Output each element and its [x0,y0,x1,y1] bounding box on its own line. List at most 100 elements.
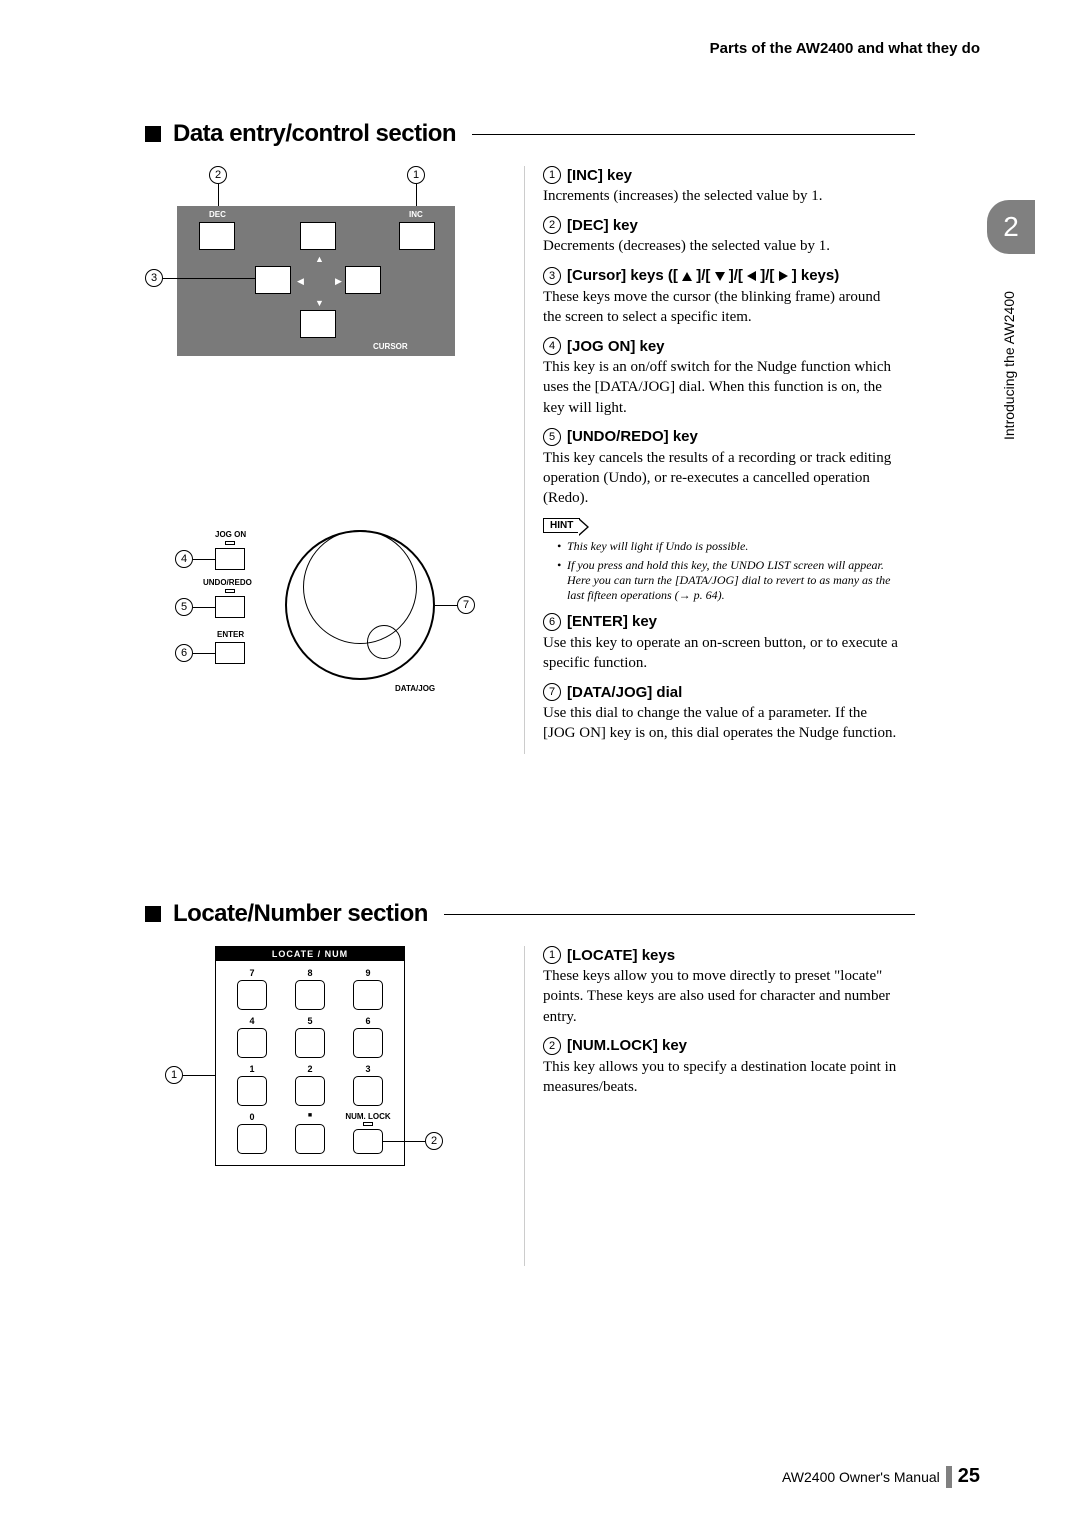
numpad-header: LOCATE / NUM [216,947,404,961]
hint-tag: HINT [543,518,580,533]
numpad-diagram: LOCATE / NUM 7 8 9 4 5 6 1 [215,946,455,1171]
num-1: 1 [543,166,561,184]
key-label-7: 7 [237,968,267,978]
num-5: 5 [543,428,561,446]
key-dot [295,1124,325,1154]
key-5 [295,1028,325,1058]
title-cursor: [Cursor] keys ([ ]/[ ]/[ ]/[ ] keys) [567,267,839,284]
key-label-3: 3 [353,1064,383,1074]
footer-bar-icon [946,1466,952,1488]
callout-1: 1 [407,166,425,184]
body-cursor: These keys move the cursor (the blinking… [543,287,899,328]
page: Parts of the AW2400 and what they do 2 I… [0,0,1080,1528]
cursor-up-key [300,222,336,250]
cursor-left-key [255,266,291,294]
key-label-1: 1 [237,1064,267,1074]
callout-2: 2 [209,166,227,184]
num-4: 4 [543,337,561,355]
title-undo: [UNDO/REDO] key [567,428,698,445]
diagram-column-2: LOCATE / NUM 7 8 9 4 5 6 1 [145,946,500,1266]
key-2 [295,1076,325,1106]
key-label-6: 6 [353,1016,383,1026]
num-2: 2 [543,216,561,234]
numlock-led [363,1122,373,1126]
title-dec: [DEC] key [567,217,638,234]
enter-label: ENTER [217,630,244,639]
title-numlock: [NUM.LOCK] key [567,1037,687,1054]
body-enter: Use this key to operate an on-screen but… [543,633,899,674]
key-label-5: 5 [295,1016,325,1026]
section-locate: Locate/Number section LOCATE / NUM 7 8 9… [145,900,915,1266]
item-numlock: 2[NUM.LOCK] key This key allows you to s… [543,1037,899,1098]
square-bullet-icon [145,906,161,922]
key-0 [237,1124,267,1154]
body-dec: Decrements (decreases) the selected valu… [543,236,899,256]
title-jogon: [JOG ON] key [567,338,665,355]
cursor-right-icon: ▶ [335,276,342,287]
callout-5: 5 [175,598,193,616]
key-label-numlock: NUM. LOCK [340,1112,396,1121]
title-inc: [INC] key [567,167,632,184]
description-column: 1 [INC] key Increments (increases) the se… [524,166,899,754]
body-undo: This key cancels the results of a record… [543,448,899,509]
undo-redo-label: UNDO/REDO [203,578,252,587]
key-6 [353,1028,383,1058]
hint-box: HINT This key will light if Undo is poss… [543,515,899,603]
down-triangle-icon [715,272,725,281]
undo-redo-key [215,596,245,618]
square-bullet-icon [145,126,161,142]
callout-7: 7 [457,596,475,614]
inc-key [399,222,435,250]
cursor-label: CURSOR [373,342,408,351]
page-footer: AW2400 Owner's Manual 25 [782,1465,980,1488]
callout-locate-2: 2 [425,1132,443,1150]
key-1 [237,1076,267,1106]
section-data-entry: Data entry/control section 2 1 DEC INC [145,120,915,754]
manual-name: AW2400 Owner's Manual [782,1469,940,1485]
hint-list: This key will light if Undo is possible.… [543,539,899,603]
cursor-left-icon: ◀ [297,276,304,287]
data-jog-label: DATA/JOG [395,684,435,693]
key-label-8: 8 [295,968,325,978]
hint-1: This key will light if Undo is possible. [557,539,899,554]
key-8 [295,980,325,1010]
jog-on-led [225,541,235,545]
section-title-2: Locate/Number section [173,900,428,928]
key-numlock [353,1129,383,1154]
section-title: Data entry/control section [173,120,456,148]
num-3: 3 [543,267,561,285]
jog-on-label: JOG ON [215,530,246,539]
num-loc-1: 1 [543,946,561,964]
key-9 [353,980,383,1010]
num-loc-2: 2 [543,1037,561,1055]
callout-6: 6 [175,644,193,662]
item-undo: 5 [UNDO/REDO] key This key cancels the re… [543,428,899,603]
inc-label: INC [409,210,423,219]
chapter-tab: 2 Introducing the AW2400 [987,200,1035,380]
cursor-up-icon: ▲ [315,254,324,264]
horizontal-rule [444,914,915,915]
dial-diagram: JOG ON UNDO/REDO ENTER DATA/JOG 4 5 [145,530,485,700]
num-7: 7 [543,683,561,701]
num-6: 6 [543,613,561,631]
chapter-number: 2 [987,200,1035,254]
running-head: Parts of the AW2400 and what they do [710,40,980,57]
item-cursor: 3 [Cursor] keys ([ ]/[ ]/[ ]/[ ] keys) Th… [543,267,899,328]
jog-on-key [215,548,245,570]
key-7 [237,980,267,1010]
cursor-down-key [300,310,336,338]
section-title-row-2: Locate/Number section [145,900,915,928]
cursor-panel-diagram: 2 1 DEC INC ▲ ▼ ◀ ▶ [145,166,485,526]
item-locate: 1[LOCATE] keys These keys allow you to m… [543,946,899,1027]
up-triangle-icon [682,272,692,281]
title-datajog: [DATA/JOG] dial [567,684,682,701]
section-title-row: Data entry/control section [145,120,915,148]
callout-4: 4 [175,550,193,568]
item-jogon: 4[JOG ON] key This key is an on/off swit… [543,337,899,418]
key-label-0: 0 [237,1112,267,1122]
title-locate: [LOCATE] keys [567,947,675,964]
undo-redo-led [225,589,235,593]
cursor-down-icon: ▼ [315,298,324,308]
body-inc: Increments (increases) the selected valu… [543,186,899,206]
dial-inner-ring [303,530,417,644]
